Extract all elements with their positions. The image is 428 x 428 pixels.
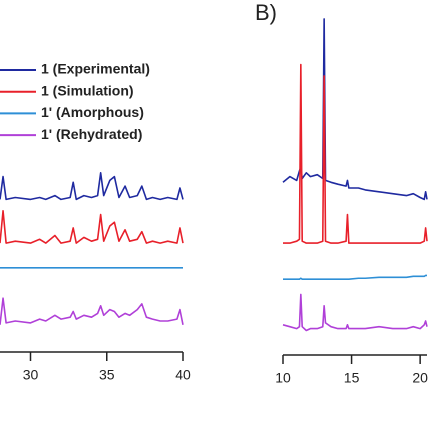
series-line bbox=[0, 172, 184, 201]
series-line bbox=[0, 210, 184, 244]
series-line bbox=[282, 293, 428, 332]
x-tick-label: 10 bbox=[275, 370, 291, 386]
series-line bbox=[283, 63, 428, 244]
legend-label: 1 (Simulation) bbox=[41, 82, 134, 98]
x-tick-label: 30 bbox=[23, 367, 39, 383]
legend-label: 1 (Experimental) bbox=[41, 61, 150, 77]
legend-label: 1' (Rehydrated) bbox=[41, 126, 142, 142]
x-tick-label: 35 bbox=[99, 367, 115, 383]
series-line bbox=[282, 18, 428, 201]
x-tick-label: 40 bbox=[175, 367, 191, 383]
series-line bbox=[283, 274, 427, 280]
x-tick-label: 15 bbox=[344, 370, 360, 386]
series-line bbox=[0, 297, 184, 325]
legend-label: 1' (Amorphous) bbox=[41, 104, 144, 120]
panel-label: B) bbox=[255, 0, 277, 25]
x-tick-label: 20 bbox=[412, 370, 428, 386]
